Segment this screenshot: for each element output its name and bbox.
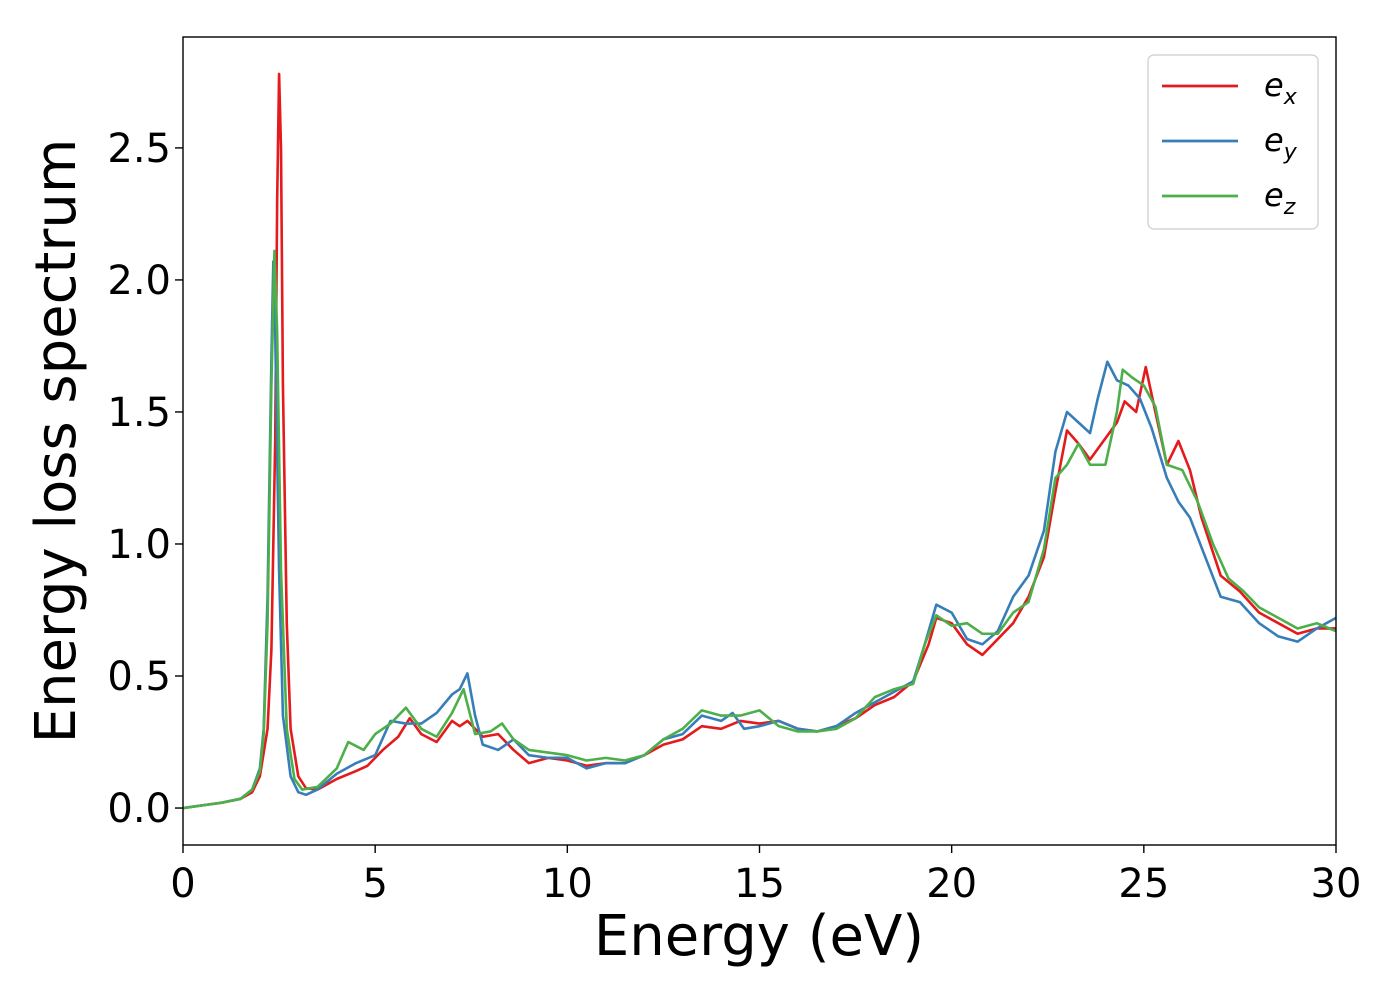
x-tick-label: 30	[1311, 861, 1362, 907]
x-tick-label: 20	[926, 861, 977, 907]
y-tick-label: 2.0	[107, 258, 171, 304]
legend-label-ez: ez	[1264, 176, 1296, 220]
y-tick-label: 2.5	[107, 126, 171, 172]
legend-items: ex ey ez	[1162, 66, 1298, 220]
y-axis-ticks: 0.0 0.5 1.0 1.5 2.0 2.5	[107, 126, 183, 832]
x-tick-label: 15	[734, 861, 785, 907]
series-line-ex	[183, 72, 1336, 810]
x-tick-label: 0	[170, 861, 195, 907]
y-tick-label: 1.5	[107, 390, 171, 436]
x-axis-title: Energy (eV)	[594, 904, 924, 969]
y-tick-label: 0.5	[107, 654, 171, 700]
y-tick-label: 1.0	[107, 522, 171, 568]
series-layer	[183, 72, 1336, 810]
x-tick-label: 25	[1118, 861, 1169, 907]
x-tick-label: 5	[362, 861, 387, 907]
y-axis-title: Energy loss spectrum	[24, 139, 89, 744]
legend-label-ey: ey	[1264, 121, 1298, 165]
x-axis-ticks: 0 5 10 15 20 25 30	[170, 845, 1361, 907]
legend: ex ey ez	[1147, 54, 1319, 230]
x-tick-label: 10	[542, 861, 593, 907]
series-line-ez	[183, 249, 1336, 810]
y-tick-label: 0.0	[107, 786, 171, 832]
legend-label-ex: ex	[1264, 66, 1298, 110]
